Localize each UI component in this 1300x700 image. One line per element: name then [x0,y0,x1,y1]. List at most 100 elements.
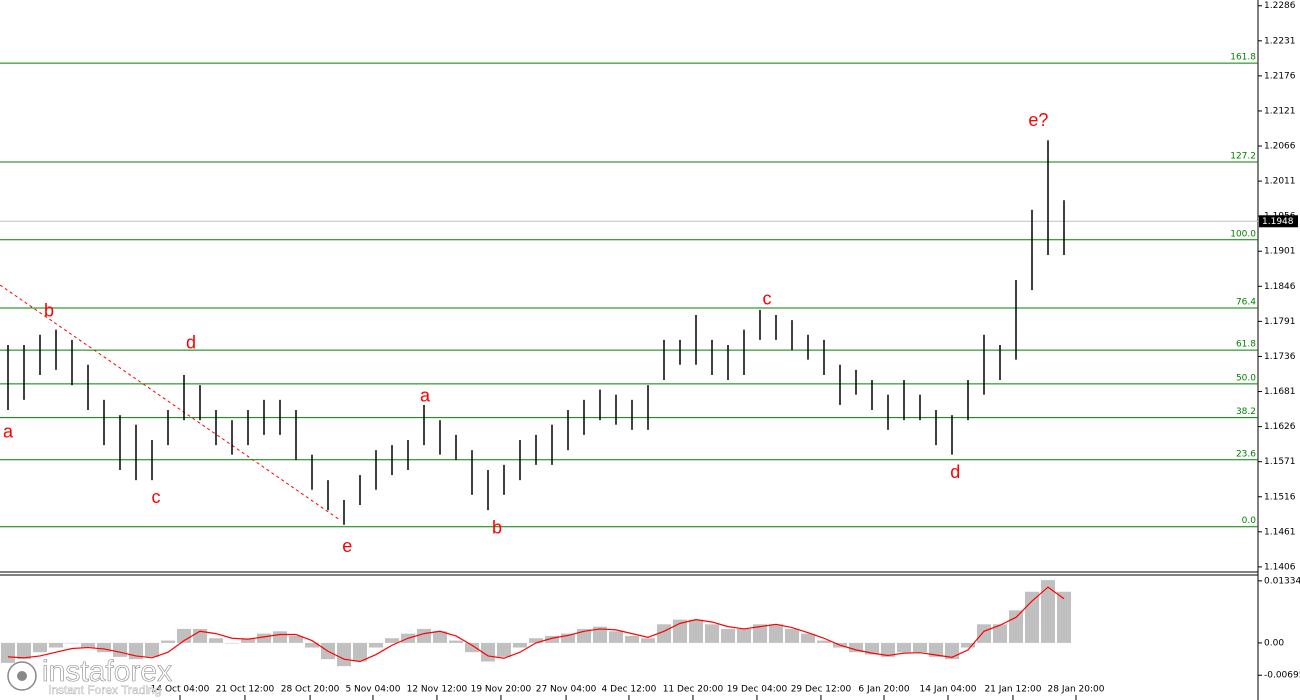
macd-bar [897,642,911,653]
x-tick-label: 19 Dec 04:00 [727,685,788,695]
y-tick-label: 1.2066 [1264,142,1296,152]
fib-label: 161.8 [1230,53,1256,63]
macd-bar [97,642,111,653]
trend-line [0,284,341,521]
last-price-label: 1.1948 [1262,217,1294,227]
x-tick-label: 6 Jan 20:00 [858,685,910,695]
x-tick-label: 12 Nov 12:00 [407,685,468,695]
x-tick-label: 19 Nov 20:00 [471,685,532,695]
x-tick-label: 28 Jan 20:00 [1048,685,1105,695]
tagline: Instant Forex Trading [48,683,161,697]
x-tick-label: 27 Nov 04:00 [536,685,597,695]
last-price-box [1259,215,1298,228]
x-tick-label: 21 Oct 12:00 [216,685,275,695]
x-tick-label: 14 Jan 04:00 [920,685,977,695]
macd-bar [817,640,831,643]
macd-bar [49,642,63,648]
macd-bar [561,633,575,643]
y-tick-label: 1.2011 [1264,177,1296,187]
fib-label: 38.2 [1236,407,1256,417]
macd-bar [705,624,719,643]
fib-label: 50.0 [1236,373,1256,383]
macd-bar [849,642,863,653]
macd-bar [1041,580,1055,643]
macd-bar [385,638,399,643]
y-tick-label: 1.2286 [1264,1,1296,11]
macd-bar [353,642,367,662]
wave-label: c [763,288,772,308]
x-tick-label: 11 Dec 20:00 [663,685,724,695]
macd-bar [81,642,95,648]
fib-label: 0.0 [1242,516,1257,526]
macd-bar [753,624,767,643]
macd-bar [257,633,271,643]
macd-bar [769,624,783,643]
x-tick-label: 14 Oct 04:00 [151,685,210,695]
macd-bar [865,642,879,655]
macd-bar [1009,610,1023,643]
brand: instaforex [42,655,172,688]
macd-bar [417,628,431,643]
y-tick-label: 0.01334 [1264,576,1300,586]
macd-bar [1025,591,1039,643]
y-tick-label: 1.1461 [1264,527,1296,537]
macd-bar [1057,591,1071,643]
macd-bar [161,640,175,643]
x-tick-label: 28 Oct 20:00 [281,685,340,695]
macd-bar [33,642,47,653]
y-tick-label: 1.1406 [1264,562,1296,572]
macd-bar [545,635,559,643]
macd-bar [17,642,31,660]
y-tick-label: 0.00 [1264,638,1284,648]
macd-bar [209,638,223,643]
macd-bar [593,626,607,643]
macd-bar [977,624,991,643]
macd-bar [433,631,447,643]
wave-label: c [152,487,161,507]
macd-bar [993,624,1007,643]
macd-bar [305,642,319,648]
macd-bar [913,642,927,653]
y-tick-label: 1.1901 [1264,247,1296,257]
macd-bar [449,640,463,643]
y-tick-label: 1.1626 [1264,422,1296,432]
fib-label: 61.8 [1236,340,1256,350]
macd-bar [625,635,639,643]
wave-label: b [492,517,502,537]
x-tick-label: 5 Nov 04:00 [345,685,400,695]
wave-label: d [950,462,960,482]
macd-bar [289,635,303,643]
macd-bar [609,631,623,643]
macd-bar [881,642,895,657]
macd-bar [225,642,239,644]
y-tick-label: 1.1571 [1264,457,1296,467]
macd-bar [193,628,207,643]
macd-bar [785,628,799,643]
y-tick-label: 1.1791 [1264,317,1296,327]
macd-bar [929,642,943,657]
y-tick-label: 1.2176 [1264,71,1296,81]
x-tick-label: 29 Dec 12:00 [791,685,852,695]
signal-line [7,586,1065,663]
macd-bar [241,638,255,643]
y-tick-label: 1.1681 [1264,387,1296,397]
wave-label: e? [1028,110,1048,130]
macd-bar [369,642,383,648]
macd-bar [721,628,735,643]
macd-bar [641,638,655,643]
macd-bar [689,619,703,643]
y-tick-label: -0.00695 [1264,671,1300,681]
macd-bar [497,642,511,657]
wave-label: a [3,422,14,442]
fib-label: 100.0 [1230,229,1256,239]
y-tick-label: 1.1516 [1264,492,1296,502]
y-tick-label: 1.1736 [1264,352,1296,362]
macd-bar [961,642,975,648]
macd-bar [337,642,351,667]
macd-bar [465,642,479,653]
macd-bar [529,638,543,643]
watermark: instaforex Instant Forex Trading [7,655,172,697]
macd-bar [273,631,287,643]
macd-bar [145,642,159,657]
